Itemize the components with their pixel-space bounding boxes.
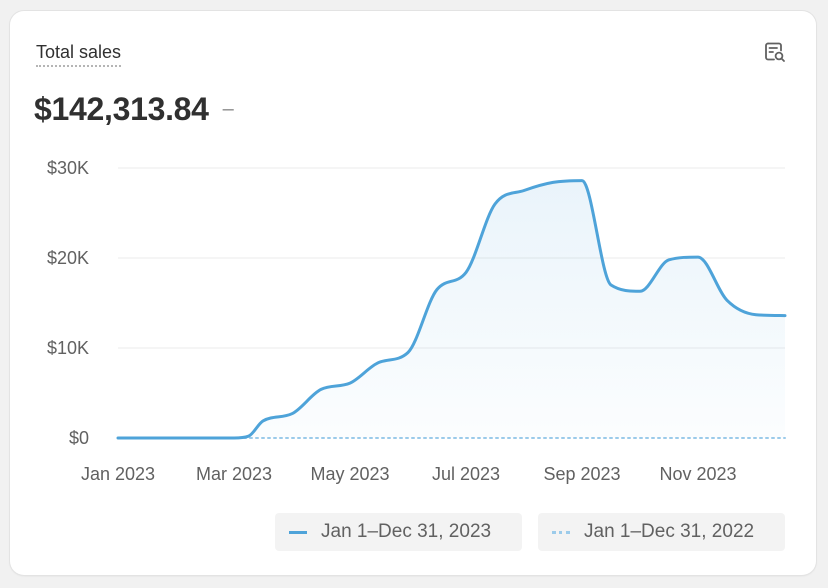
x-tick-label: Nov 2023 [659,464,736,484]
sales-line-chart: $0$10K$20K$30K Jan 2023 Mar 2023 May 2023 J… [47,158,787,484]
x-tick-label: Jul 2023 [432,464,500,484]
y-axis: $0 $10K $20K $30K [47,158,89,448]
report-search-icon-glyph [765,42,785,62]
series-layer [116,179,787,440]
y-tick-label: $0 [69,428,89,448]
x-tick-label: Jan 2023 [81,464,155,484]
card-title[interactable]: Total sales [36,42,122,67]
total-sales-value: $142,313.84 [34,91,209,127]
y-tick-label: $30K [47,158,89,178]
legend-swatch-dotted [552,530,570,534]
legend-swatch-solid [289,530,307,534]
legend-label-previous: Jan 1–Dec 31, 2022 [584,521,755,542]
legend-item-previous[interactable]: Jan 1–Dec 31, 2022 [538,513,785,551]
legend-item-current[interactable]: Jan 1–Dec 31, 2023 [275,513,522,551]
legend-label-current: Jan 1–Dec 31, 2023 [321,521,492,542]
series-area-current [118,180,785,438]
report-search-icon[interactable] [762,39,788,65]
x-tick-label: Sep 2023 [543,464,620,484]
y-tick-label: $10K [47,338,89,358]
x-tick-label: Mar 2023 [196,464,272,484]
y-tick-label: $20K [47,248,89,268]
metric-change: – [222,98,234,120]
x-tick-label: May 2023 [310,464,389,484]
metric-row: $142,313.84 – [34,91,234,128]
series-line-current [116,179,787,440]
total-sales-card: Total sales $142,313.84 – $0 $10K $20K $30K… [10,11,816,575]
x-axis: Jan 2023 Mar 2023 May 2023 Jul 2023 Sep 2023… [81,464,737,484]
